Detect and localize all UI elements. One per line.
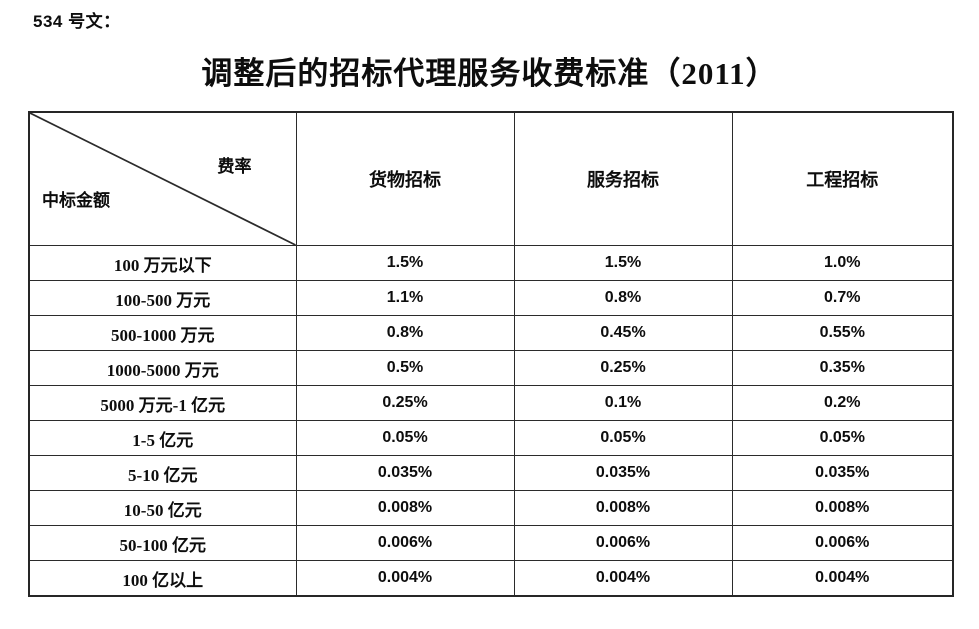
table-row: 100 亿以上 0.004% 0.004% 0.004%	[28, 560, 954, 597]
amount-cell: 100 万元以下	[28, 245, 297, 281]
table-row: 1000-5000 万元 0.5% 0.25% 0.35%	[28, 350, 954, 386]
rate-cell: 0.006%	[731, 525, 954, 561]
rate-cell: 0.004%	[513, 560, 733, 597]
rate-cell: 0.7%	[731, 280, 954, 316]
amount-cell: 5-10 亿元	[28, 455, 297, 491]
rate-cell: 0.004%	[731, 560, 954, 597]
rate-cell: 0.05%	[731, 420, 954, 456]
table-row: 5-10 亿元 0.035% 0.035% 0.035%	[28, 455, 954, 491]
column-header-goods: 货物招标	[295, 111, 515, 246]
rate-cell: 0.1%	[513, 385, 733, 421]
rate-cell: 0.05%	[295, 420, 515, 456]
fee-rate-table: 费率 中标金额 货物招标 服务招标 工程招标 100 万元以下 1.5% 1.5…	[28, 111, 954, 597]
rate-cell: 0.8%	[295, 315, 515, 351]
rate-cell: 0.45%	[513, 315, 733, 351]
rate-cell: 0.008%	[295, 490, 515, 526]
corner-header-cell: 费率 中标金额	[28, 111, 297, 246]
amount-cell: 50-100 亿元	[28, 525, 297, 561]
rate-cell: 0.25%	[295, 385, 515, 421]
rate-cell: 0.25%	[513, 350, 733, 386]
corner-label-amount: 中标金额	[42, 191, 110, 210]
rate-cell: 0.8%	[513, 280, 733, 316]
table-row: 100-500 万元 1.1% 0.8% 0.7%	[28, 280, 954, 316]
rate-cell: 0.008%	[731, 490, 954, 526]
table-row: 100 万元以下 1.5% 1.5% 1.0%	[28, 245, 954, 281]
table-row: 10-50 亿元 0.008% 0.008% 0.008%	[28, 490, 954, 526]
rate-cell: 0.5%	[295, 350, 515, 386]
table-header-row: 费率 中标金额 货物招标 服务招标 工程招标	[28, 111, 954, 246]
amount-cell: 100-500 万元	[28, 280, 297, 316]
rate-cell: 0.008%	[513, 490, 733, 526]
amount-cell: 5000 万元-1 亿元	[28, 385, 297, 421]
column-header-engineering: 工程招标	[731, 111, 954, 246]
rate-cell: 0.004%	[295, 560, 515, 597]
rate-cell: 1.0%	[731, 245, 954, 281]
table-row: 5000 万元-1 亿元 0.25% 0.1% 0.2%	[28, 385, 954, 421]
rate-cell: 0.2%	[731, 385, 954, 421]
rate-cell: 0.55%	[731, 315, 954, 351]
table-row: 500-1000 万元 0.8% 0.45% 0.55%	[28, 315, 954, 351]
rate-cell: 0.05%	[513, 420, 733, 456]
amount-cell: 10-50 亿元	[28, 490, 297, 526]
rate-cell: 0.035%	[731, 455, 954, 491]
doc-number-label: 534 号文：	[33, 12, 121, 31]
rate-cell: 0.035%	[295, 455, 515, 491]
column-header-services: 服务招标	[513, 111, 733, 246]
corner-label-rate: 费率	[217, 157, 252, 176]
amount-cell: 1000-5000 万元	[28, 350, 297, 386]
rate-cell: 0.006%	[513, 525, 733, 561]
table-row: 50-100 亿元 0.006% 0.006% 0.006%	[28, 525, 954, 561]
rate-cell: 0.35%	[731, 350, 954, 386]
diagonal-divider-line	[30, 113, 296, 245]
amount-cell: 500-1000 万元	[28, 315, 297, 351]
rate-cell: 1.5%	[295, 245, 515, 281]
page-title: 调整后的招标代理服务收费标准（2011）	[201, 56, 778, 91]
amount-cell: 100 亿以上	[28, 560, 297, 597]
rate-cell: 1.5%	[513, 245, 733, 281]
rate-cell: 0.006%	[295, 525, 515, 561]
rate-cell: 0.035%	[513, 455, 733, 491]
table-row: 1-5 亿元 0.05% 0.05% 0.05%	[28, 420, 954, 456]
rate-cell: 1.1%	[295, 280, 515, 316]
amount-cell: 1-5 亿元	[28, 420, 297, 456]
